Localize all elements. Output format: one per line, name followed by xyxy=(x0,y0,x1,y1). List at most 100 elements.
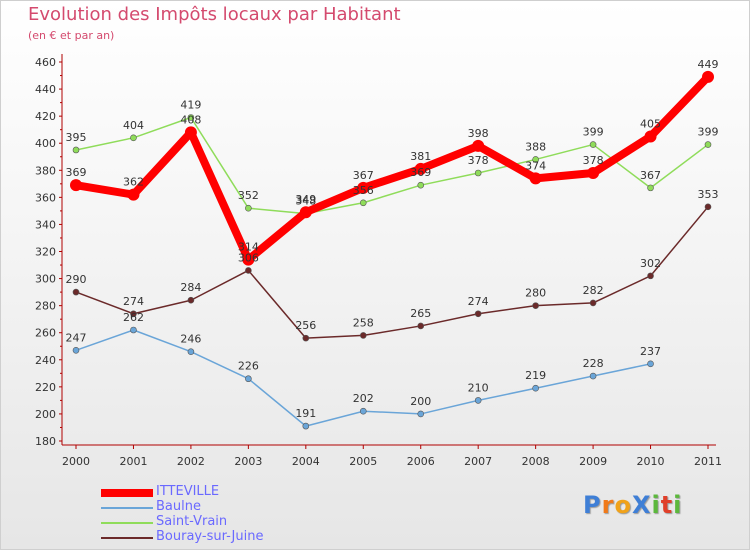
data-point-itteville xyxy=(414,162,427,175)
data-point-itteville xyxy=(587,166,600,179)
data-label-bouray-sur-juine: 290 xyxy=(66,273,87,286)
data-label-bouray-sur-juine: 284 xyxy=(180,281,201,294)
data-point-saint-vrain xyxy=(474,169,482,177)
data-point-baulne xyxy=(130,326,137,334)
data-label-bouray-sur-juine: 280 xyxy=(525,287,546,300)
data-point-baulne xyxy=(72,347,80,354)
data-label-bouray-sur-juine: 302 xyxy=(640,257,661,270)
data-point-saint-vrain xyxy=(589,141,597,148)
data-label-saint-vrain: 369 xyxy=(410,166,431,179)
data-point-baulne xyxy=(187,348,195,355)
y-tick-label: 320 xyxy=(35,246,56,259)
data-label-baulne: 228 xyxy=(583,357,604,370)
logo-letter: o xyxy=(614,491,632,519)
data-label-itteville: 378 xyxy=(583,154,604,167)
data-label-itteville: 408 xyxy=(180,113,201,126)
y-tick-label: 260 xyxy=(35,327,56,340)
data-point-saint-vrain xyxy=(130,134,137,142)
y-tick-label: 420 xyxy=(35,110,56,123)
legend-swatch xyxy=(101,507,153,509)
data-label-itteville: 405 xyxy=(640,117,661,130)
data-point-baulne xyxy=(302,422,310,430)
data-point-bouray-sur-juine xyxy=(589,299,597,307)
data-label-baulne: 219 xyxy=(525,369,546,382)
data-label-saint-vrain: 399 xyxy=(583,126,604,139)
data-point-bouray-sur-juine xyxy=(647,272,654,280)
series-line-bouray-sur-juine xyxy=(75,206,709,339)
data-labels-layer: 247 262 246 226 191 202 200 210 219 228 237 395 404 4… xyxy=(66,58,719,420)
data-label-saint-vrain: 404 xyxy=(123,119,144,132)
data-point-itteville xyxy=(702,70,714,83)
data-label-itteville: 314 xyxy=(238,241,259,254)
series-line-itteville xyxy=(72,72,712,264)
x-tick-label: 2001 xyxy=(119,455,147,468)
data-point-itteville xyxy=(299,206,312,219)
y-tick-label: 180 xyxy=(35,435,56,448)
logo-letter: P xyxy=(583,491,602,519)
data-point-baulne xyxy=(474,397,482,404)
logo-letter: X xyxy=(631,491,652,519)
data-label-itteville: 381 xyxy=(410,150,431,163)
data-label-itteville: 449 xyxy=(698,58,719,71)
x-tick-label: 2006 xyxy=(407,455,435,468)
data-point-bouray-sur-juine xyxy=(245,267,252,274)
data-point-baulne xyxy=(647,360,654,368)
chart-title: Evolution des Impôts locaux par Habitant xyxy=(28,4,401,25)
data-label-bouray-sur-juine: 258 xyxy=(353,316,374,329)
y-tick-label: 440 xyxy=(35,83,56,96)
data-point-saint-vrain xyxy=(187,114,195,121)
legend-swatch xyxy=(101,537,153,539)
data-label-saint-vrain: 352 xyxy=(238,189,259,202)
legend-label: Saint-Vrain xyxy=(156,514,228,529)
data-label-bouray-sur-juine: 274 xyxy=(123,295,144,308)
legend-label: ITTEVILLE xyxy=(156,484,220,499)
data-point-itteville xyxy=(184,126,197,139)
data-point-itteville xyxy=(70,179,82,192)
data-point-bouray-sur-juine xyxy=(302,334,310,342)
data-label-itteville: 367 xyxy=(353,169,374,182)
data-label-saint-vrain: 367 xyxy=(640,169,661,182)
y-tick-label: 340 xyxy=(35,218,56,231)
data-label-saint-vrain: 399 xyxy=(698,126,719,139)
y-tick-label: 400 xyxy=(35,137,56,150)
data-label-bouray-sur-juine: 282 xyxy=(583,284,604,297)
data-point-bouray-sur-juine xyxy=(187,296,195,304)
data-point-itteville xyxy=(127,188,140,201)
data-label-saint-vrain: 356 xyxy=(353,184,374,197)
data-label-bouray-sur-juine: 353 xyxy=(698,188,719,201)
data-point-saint-vrain xyxy=(359,199,367,207)
data-label-baulne: 210 xyxy=(468,381,489,394)
x-tick-label: 2000 xyxy=(62,455,90,468)
y-tick-label: 360 xyxy=(35,191,56,204)
x-tick-label: 2010 xyxy=(637,455,665,468)
data-label-itteville: 398 xyxy=(468,127,489,140)
data-point-bouray-sur-juine xyxy=(474,310,482,318)
logo-letter: t xyxy=(660,491,674,519)
logo-letter: r xyxy=(601,491,615,519)
data-point-saint-vrain xyxy=(647,184,654,192)
x-tick-label: 2007 xyxy=(464,455,492,468)
y-tick-label: 300 xyxy=(35,273,56,286)
data-label-baulne: 246 xyxy=(180,333,201,346)
series-layer xyxy=(70,70,714,430)
y-tick-label: 240 xyxy=(35,354,56,367)
data-point-baulne xyxy=(245,375,252,383)
data-label-baulne: 262 xyxy=(123,311,144,324)
data-label-saint-vrain: 388 xyxy=(525,140,546,153)
data-label-baulne: 200 xyxy=(410,395,431,408)
x-tick-label: 2011 xyxy=(694,455,722,468)
legend-swatch xyxy=(101,522,153,524)
data-point-baulne xyxy=(532,384,539,392)
data-label-saint-vrain: 395 xyxy=(66,131,87,144)
data-label-bouray-sur-juine: 274 xyxy=(468,295,489,308)
data-point-itteville xyxy=(644,130,657,143)
x-tick-label: 2008 xyxy=(522,455,550,468)
y-tick-label: 460 xyxy=(35,56,56,69)
x-tick-label: 2009 xyxy=(579,455,607,468)
data-point-baulne xyxy=(589,372,597,380)
legend-swatch xyxy=(101,489,153,497)
data-label-saint-vrain: 348 xyxy=(295,195,316,208)
legend-label: Baulne xyxy=(156,499,201,514)
logo-letter: i xyxy=(673,491,683,519)
